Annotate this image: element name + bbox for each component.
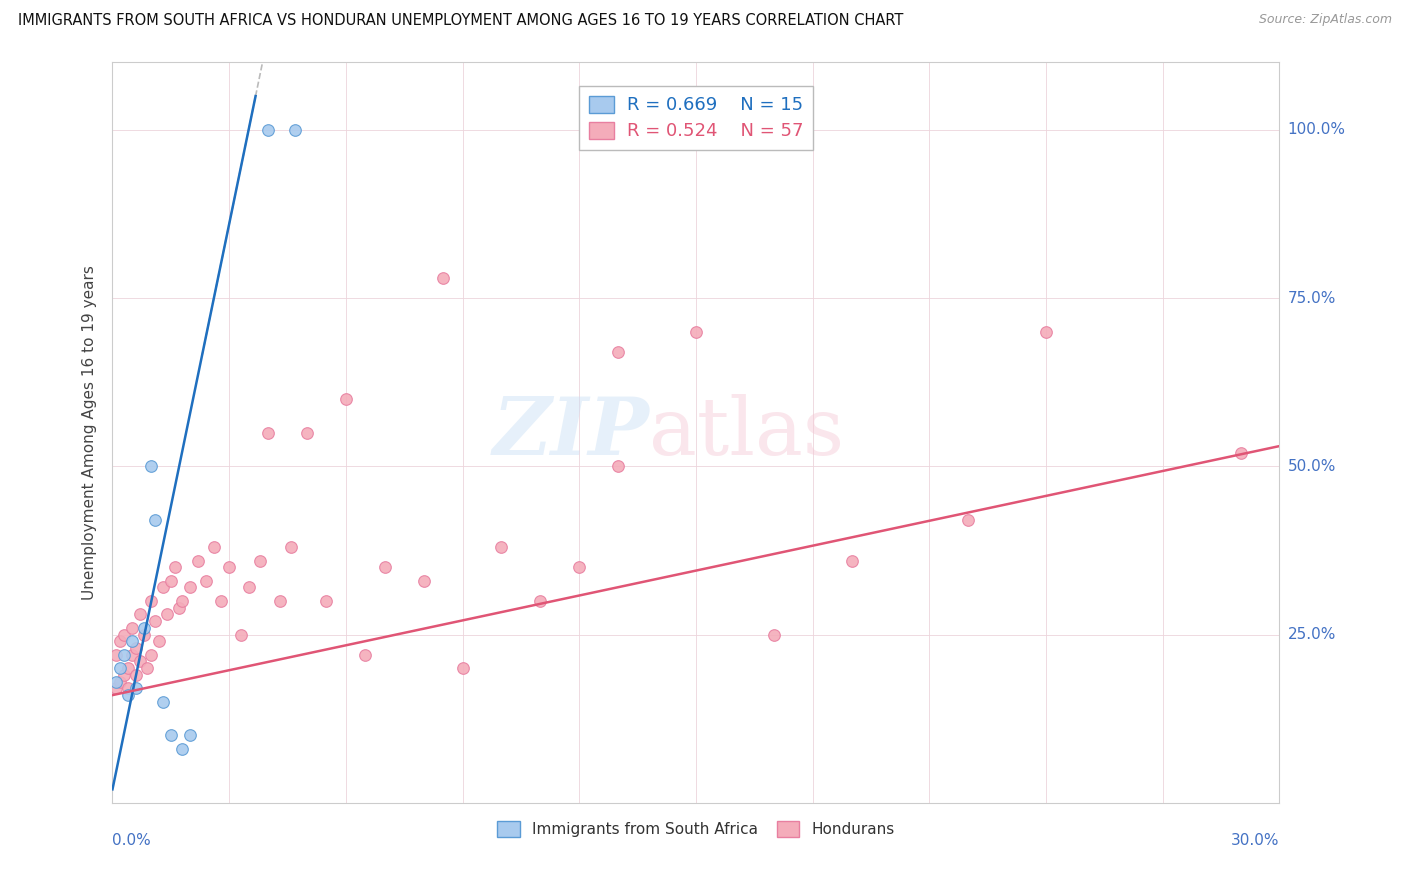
Point	[491, 540, 513, 554]
Point	[209, 594, 232, 608]
Point	[568, 560, 591, 574]
Point	[607, 459, 630, 474]
Point	[160, 729, 183, 743]
Point	[172, 594, 194, 608]
Text: 75.0%: 75.0%	[1288, 291, 1336, 305]
Point	[105, 681, 128, 696]
Text: 25.0%: 25.0%	[1288, 627, 1336, 642]
Point	[284, 122, 307, 136]
Point	[125, 668, 148, 682]
Point	[841, 553, 863, 567]
Point	[125, 640, 148, 655]
Point	[229, 627, 252, 641]
Point	[202, 540, 225, 554]
Point	[160, 574, 183, 588]
Point	[117, 661, 139, 675]
Point	[280, 540, 302, 554]
Point	[1229, 446, 1251, 460]
Point	[141, 648, 163, 662]
Point	[354, 648, 377, 662]
Point	[132, 627, 155, 641]
Point	[117, 681, 139, 696]
Point	[121, 621, 143, 635]
Point	[187, 553, 209, 567]
Point	[172, 742, 194, 756]
Point	[132, 621, 155, 635]
Point	[121, 648, 143, 662]
Point	[432, 270, 454, 285]
Point	[110, 661, 132, 675]
Point	[194, 574, 217, 588]
Point	[179, 729, 201, 743]
Point	[141, 459, 163, 474]
Text: 50.0%: 50.0%	[1288, 458, 1336, 474]
Point	[121, 634, 143, 648]
Point	[529, 594, 551, 608]
Point	[249, 553, 271, 567]
Text: 100.0%: 100.0%	[1288, 122, 1346, 137]
Point	[335, 392, 357, 406]
Point	[148, 634, 170, 648]
Point	[156, 607, 179, 622]
Point	[295, 425, 318, 440]
Point	[257, 425, 280, 440]
Point	[110, 634, 132, 648]
Point	[218, 560, 240, 574]
Point	[112, 648, 135, 662]
Point	[117, 688, 139, 702]
Point	[112, 668, 135, 682]
Point	[141, 594, 163, 608]
Point	[105, 648, 128, 662]
Point	[269, 594, 291, 608]
Point	[143, 513, 166, 527]
Text: 0.0%: 0.0%	[112, 833, 152, 848]
Point	[412, 574, 434, 588]
Text: IMMIGRANTS FROM SOUTH AFRICA VS HONDURAN UNEMPLOYMENT AMONG AGES 16 TO 19 YEARS : IMMIGRANTS FROM SOUTH AFRICA VS HONDURAN…	[18, 13, 904, 29]
Point	[607, 344, 630, 359]
Point	[1035, 325, 1057, 339]
Text: 30.0%: 30.0%	[1232, 833, 1279, 848]
Text: ZIP: ZIP	[492, 394, 650, 471]
Point	[167, 600, 190, 615]
Point	[136, 661, 159, 675]
Point	[105, 674, 128, 689]
Text: atlas: atlas	[650, 393, 845, 472]
Text: Source: ZipAtlas.com: Source: ZipAtlas.com	[1258, 13, 1392, 27]
Point	[152, 581, 174, 595]
Point	[128, 607, 150, 622]
Point	[451, 661, 474, 675]
Point	[685, 325, 707, 339]
Point	[238, 581, 260, 595]
Legend: Immigrants from South Africa, Hondurans: Immigrants from South Africa, Hondurans	[491, 815, 901, 843]
Point	[112, 627, 135, 641]
Point	[152, 695, 174, 709]
Point	[179, 581, 201, 595]
Point	[374, 560, 396, 574]
Point	[762, 627, 785, 641]
Point	[128, 655, 150, 669]
Point	[957, 513, 980, 527]
Y-axis label: Unemployment Among Ages 16 to 19 years: Unemployment Among Ages 16 to 19 years	[82, 265, 97, 600]
Point	[315, 594, 337, 608]
Point	[143, 614, 166, 628]
Point	[110, 674, 132, 689]
Point	[163, 560, 186, 574]
Point	[257, 122, 280, 136]
Point	[125, 681, 148, 696]
